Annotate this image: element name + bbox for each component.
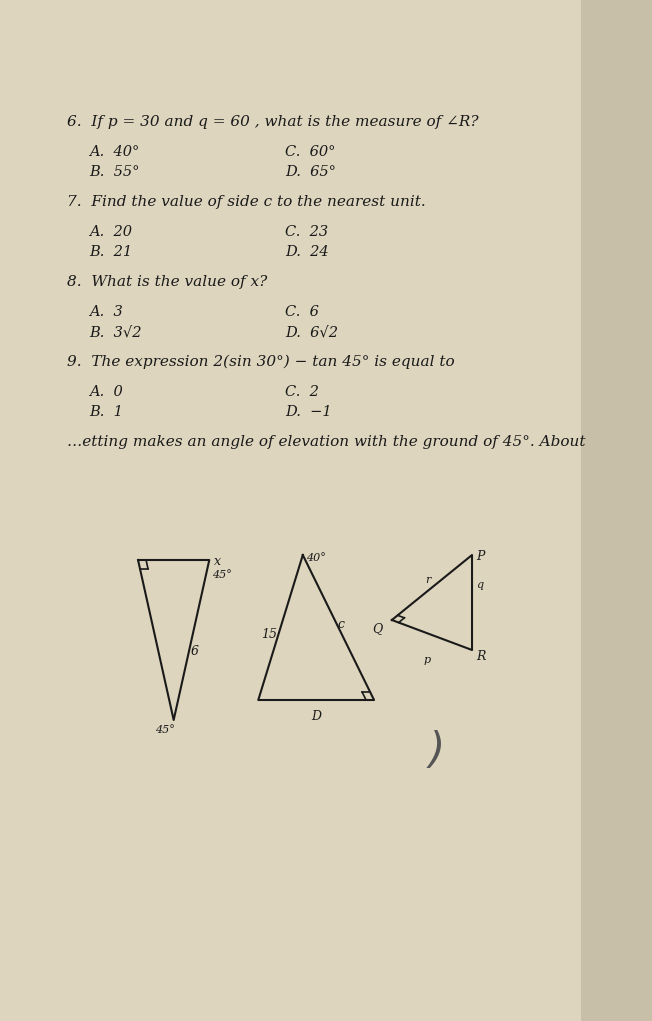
Text: 6: 6 xyxy=(190,645,198,658)
Text: D.  24: D. 24 xyxy=(285,245,329,259)
Text: A.  0: A. 0 xyxy=(89,385,123,399)
Text: 45°: 45° xyxy=(212,570,232,580)
Text: C.  6: C. 6 xyxy=(285,305,319,319)
Text: 40°: 40° xyxy=(306,553,326,563)
Text: B.  21: B. 21 xyxy=(89,245,132,259)
Text: c: c xyxy=(338,618,345,631)
Text: B.  55°: B. 55° xyxy=(89,165,140,179)
Text: C.  60°: C. 60° xyxy=(285,145,336,159)
Text: B.  3√2: B. 3√2 xyxy=(89,325,141,339)
Text: C.  23: C. 23 xyxy=(285,225,328,239)
Text: 8.  What is the value of x?: 8. What is the value of x? xyxy=(67,275,267,289)
Text: r: r xyxy=(425,575,430,585)
Text: 7.  Find the value of side c to the nearest unit.: 7. Find the value of side c to the neare… xyxy=(67,195,426,209)
Text: D.  65°: D. 65° xyxy=(285,165,336,179)
Text: q: q xyxy=(477,580,484,590)
Text: R: R xyxy=(477,650,486,663)
Text: P: P xyxy=(477,550,485,563)
Text: D: D xyxy=(311,710,321,723)
Text: D.  −1: D. −1 xyxy=(285,405,332,419)
Text: C.  2: C. 2 xyxy=(285,385,319,399)
Text: D.  6√2: D. 6√2 xyxy=(285,325,338,339)
Text: ): ) xyxy=(428,730,445,772)
Text: x: x xyxy=(214,555,221,568)
Text: …etting makes an angle of elevation with the ground of 45°. About: …etting makes an angle of elevation with… xyxy=(67,435,585,449)
Text: 45°: 45° xyxy=(155,725,175,735)
Text: p: p xyxy=(424,655,431,665)
Text: A.  20: A. 20 xyxy=(89,225,132,239)
Text: A.  3: A. 3 xyxy=(89,305,123,319)
Text: 9.  The expression 2(sin 30°) − tan 45° is equal to: 9. The expression 2(sin 30°) − tan 45° i… xyxy=(67,355,454,370)
Text: Q: Q xyxy=(373,622,383,635)
Text: A.  40°: A. 40° xyxy=(89,145,140,159)
Text: 6.  If p = 30 and q = 60 , what is the measure of ∠R?: 6. If p = 30 and q = 60 , what is the me… xyxy=(67,115,479,129)
Text: 15: 15 xyxy=(261,628,277,641)
Text: B.  1: B. 1 xyxy=(89,405,123,419)
